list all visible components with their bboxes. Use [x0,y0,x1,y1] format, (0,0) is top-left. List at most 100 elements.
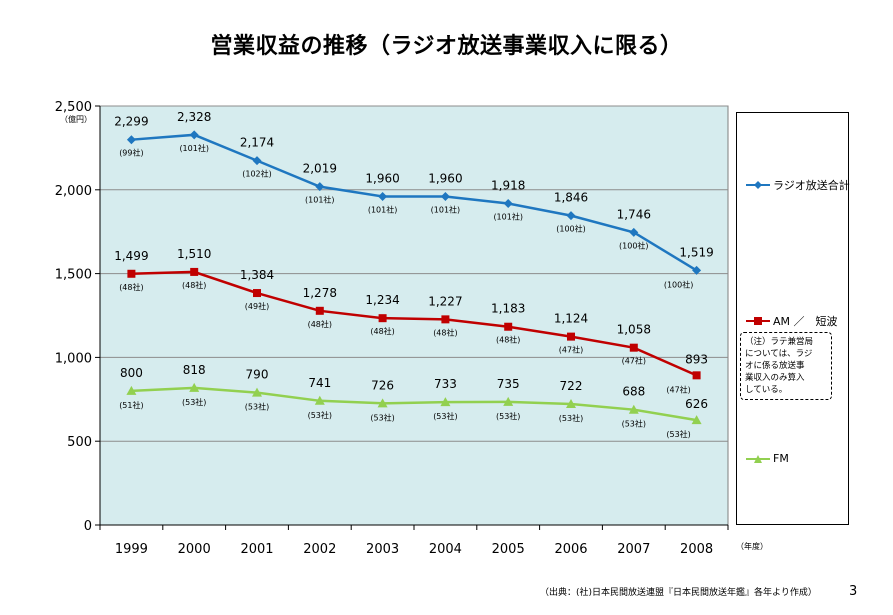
note-line: している。 [745,385,788,395]
x-tick-label: 2005 [492,542,525,557]
y-tick-label: 1,000 [55,351,92,366]
data-label: 1,960 [428,172,462,186]
series-line-2 [131,386,697,422]
note-line: 業収入のみ算入 [745,373,805,383]
data-point [126,385,137,395]
company-count-label: (101社) [493,212,523,222]
data-label: 800 [120,366,143,380]
company-count-label: (99社) [119,148,143,158]
plot-area [99,105,729,526]
y-axis-unit: （億円） [60,114,92,124]
x-tick-label: 2004 [429,542,462,557]
company-count-label: (101社) [368,205,398,215]
square-marker-icon [746,317,770,325]
data-point [190,267,199,276]
data-point [692,371,701,380]
data-point [440,192,450,202]
company-count-label: (48社) [308,319,332,329]
x-tick-label: 2008 [680,542,713,557]
company-count-label: (101社) [179,143,209,153]
data-point [567,332,575,341]
company-count-label: (47社) [559,345,583,355]
x-tick-label: 2006 [554,542,587,557]
legend-label-radio-total: ラジオ放送合計 [773,179,850,192]
page-number: 3 [849,584,858,599]
data-point [440,397,451,407]
data-point [189,382,200,392]
data-label: 893 [685,352,708,366]
y-tick-label: 2,000 [55,184,92,199]
series-line-1 [131,270,698,377]
company-count-label: (47社) [666,384,690,394]
data-label: 2,019 [303,162,337,176]
legend-label-am: AM ／ 短波 [773,315,838,328]
data-label: 1,499 [114,249,148,263]
data-point [504,322,513,331]
data-label: 1,918 [491,179,525,193]
company-count-label: (53社) [622,419,646,429]
note-line: については、ラジ [745,349,813,359]
data-point [252,156,262,166]
company-count-label: (100社) [556,224,586,234]
series-line-0 [131,133,698,272]
legend-item-radio-total: ラジオ放送合計 [745,177,850,193]
data-point [566,398,576,408]
data-point [503,396,514,406]
company-count-label: (101社) [305,195,335,205]
note-box: （注）ラテ兼営局 については、ラジ オに係る放送事 業収入のみ算入 している。 [740,332,832,400]
diamond-marker-icon [746,181,770,189]
data-point [503,199,513,209]
company-count-label: (51社) [119,400,143,410]
data-point [566,211,576,221]
company-count-label: (48社) [433,327,457,337]
legend: ラジオ放送合計 AM ／ 短波 FM [736,112,850,525]
company-count-label: (48社) [119,282,143,292]
company-count-label: (47社) [622,356,646,366]
data-label: 1,058 [617,323,651,337]
data-point [628,404,639,414]
company-count-label: (102社) [242,169,272,179]
company-count-label: (53社) [308,410,332,420]
data-label: 733 [434,377,457,391]
company-count-label: (48社) [370,326,394,336]
company-count-label: (53社) [182,397,206,407]
data-point [189,130,199,140]
data-label: 626 [685,397,708,411]
source-note: （出典：(社)日本民間放送連盟『日本民間放送年鑑』各年より作成） [540,588,817,598]
data-label: 2,174 [240,136,274,150]
triangle-marker-icon [746,454,770,463]
company-count-label: (101社) [431,205,461,215]
company-count-label: (53社) [370,412,394,422]
y-tick-label: 500 [67,435,92,450]
company-count-label: (100社) [619,240,649,250]
data-label: 2,299 [114,115,148,129]
data-point [315,182,325,192]
company-count-label: (100社) [664,279,694,289]
y-tick-label: 2,500 [55,100,92,115]
data-label: 1,746 [617,207,651,221]
legend-label-fm: FM [773,452,789,465]
company-count-label: (53社) [433,411,457,421]
data-point [629,343,638,352]
x-axis-unit: （年度） [736,541,768,551]
note-line: オに係る放送事 [745,361,805,371]
data-label: 1,384 [240,268,274,282]
legend-item-fm: FM [745,452,789,465]
data-point [126,135,136,145]
x-tick-label: 2002 [303,542,336,557]
data-label: 2,328 [177,110,211,124]
x-tick-label: 1999 [115,542,148,557]
x-tick-label: 2003 [366,542,399,557]
data-point [378,314,387,323]
company-count-label: (53社) [666,429,690,439]
company-count-label: (49社) [245,301,269,311]
x-tick-label: 2001 [240,542,273,557]
legend-item-am: AM ／ 短波 [745,313,838,329]
data-label: 1,183 [491,302,525,316]
data-point [315,306,324,315]
y-tick-label: 0 [84,519,92,534]
company-count-label: (53社) [496,411,520,421]
data-point [377,398,388,408]
data-label: 1,519 [679,245,713,259]
